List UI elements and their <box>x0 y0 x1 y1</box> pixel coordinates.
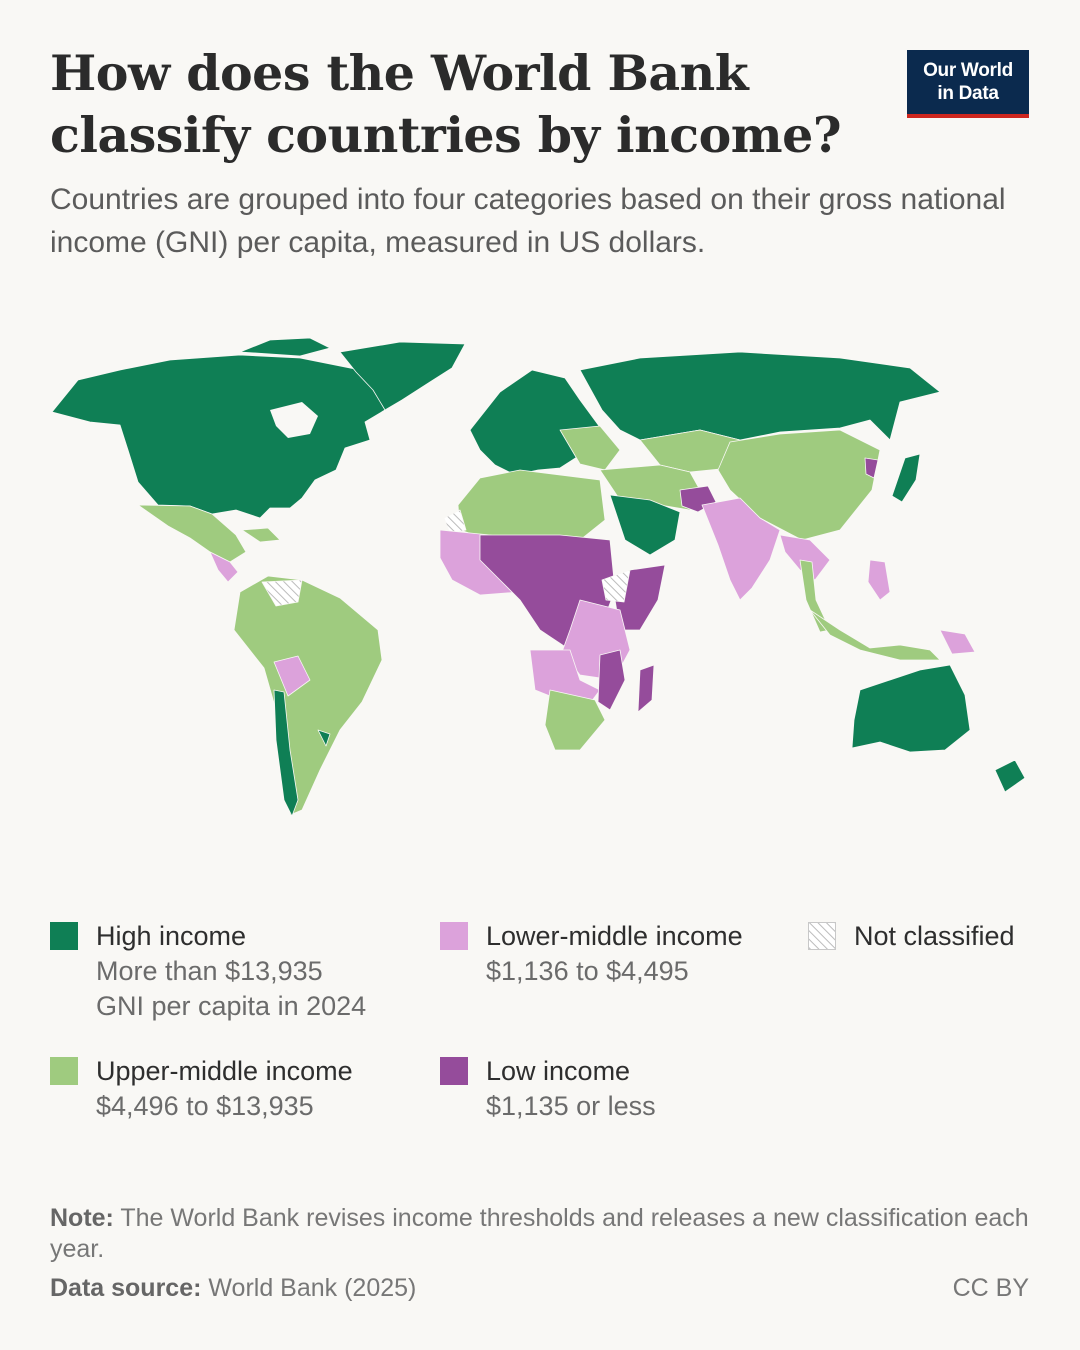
legend-range-high-income: More than $13,935 GNI per capita in 2024 <box>96 954 366 1024</box>
source-label: Data source: <box>50 1274 202 1302</box>
our-world-in-data-logo[interactable]: Our World in Data <box>907 50 1029 118</box>
arabian-peninsula <box>609 494 681 556</box>
mozambique <box>597 649 626 711</box>
legend-label-high-income: High income <box>96 921 247 951</box>
new-zealand <box>994 759 1026 793</box>
chile <box>273 689 299 817</box>
legend-range-upper-middle-income: $4,496 to $13,935 <box>96 1091 314 1121</box>
central-america <box>209 551 239 583</box>
chart-title: How does the World Bank classify countri… <box>50 44 842 164</box>
eastern-europe <box>559 425 621 471</box>
madagascar <box>637 664 655 713</box>
venezuela-unclassified <box>261 579 303 607</box>
legend-swatch-high-income <box>50 922 78 950</box>
uruguay <box>317 729 331 747</box>
western-sahara-unclassified <box>443 509 467 535</box>
bolivia <box>273 655 311 697</box>
japan <box>891 453 921 503</box>
legend-range-high-line1: More than $13,935 <box>96 956 323 986</box>
legend-swatch-not-classified <box>808 922 836 950</box>
note: Note: The World Bank revises income thre… <box>50 1203 1030 1265</box>
south-africa <box>544 689 606 751</box>
legend-swatch-upper-middle-income <box>50 1057 78 1085</box>
arctic-islands <box>239 337 331 357</box>
data-source: Data source: World Bank (2025) <box>50 1273 416 1304</box>
legend-swatch-low-income <box>440 1057 468 1085</box>
legend-range-high-line2: GNI per capita in 2024 <box>96 991 367 1021</box>
license-label[interactable]: CC BY <box>952 1274 1029 1302</box>
legend-label-not-classified: Not classified <box>854 921 1015 951</box>
australia <box>851 664 971 753</box>
russia <box>579 351 941 441</box>
philippines <box>867 559 891 601</box>
greenland <box>339 341 466 411</box>
hatch-swatch-icon <box>808 922 836 950</box>
legend-label-upper-middle-income: Upper-middle income <box>96 1056 353 1086</box>
legend-label-low-income: Low income <box>486 1056 631 1086</box>
note-label: Note: <box>50 1204 114 1232</box>
indonesia <box>809 609 941 661</box>
chart-subtitle: Countries are grouped into four categori… <box>50 183 1006 259</box>
world-income-map <box>51 337 1026 817</box>
north-america-region <box>51 354 391 519</box>
legend-label-lower-middle-income: Lower-middle income <box>486 921 743 951</box>
southeast-asia <box>779 534 831 581</box>
papua <box>939 629 976 655</box>
china-mongolia <box>717 429 881 541</box>
north-africa <box>457 469 606 541</box>
korea <box>864 457 879 479</box>
caribbean-islands <box>241 527 281 543</box>
mexico <box>137 504 247 563</box>
hudson-bay <box>270 402 318 438</box>
india-south-asia <box>701 497 781 601</box>
legend-swatch-lower-middle-income <box>440 922 468 950</box>
legend-range-low-income: $1,135 or less <box>486 1091 656 1121</box>
south-america <box>233 575 383 816</box>
logo-line-2: in Data <box>937 83 999 104</box>
ethiopia-unclassified <box>601 569 631 603</box>
note-text: The World Bank revises income thresholds… <box>50 1204 1029 1263</box>
logo-line-1: Our World <box>923 60 1013 81</box>
legend-range-lower-middle-income: $1,136 to $4,495 <box>486 956 689 986</box>
source-text[interactable]: World Bank (2025) <box>201 1274 417 1302</box>
